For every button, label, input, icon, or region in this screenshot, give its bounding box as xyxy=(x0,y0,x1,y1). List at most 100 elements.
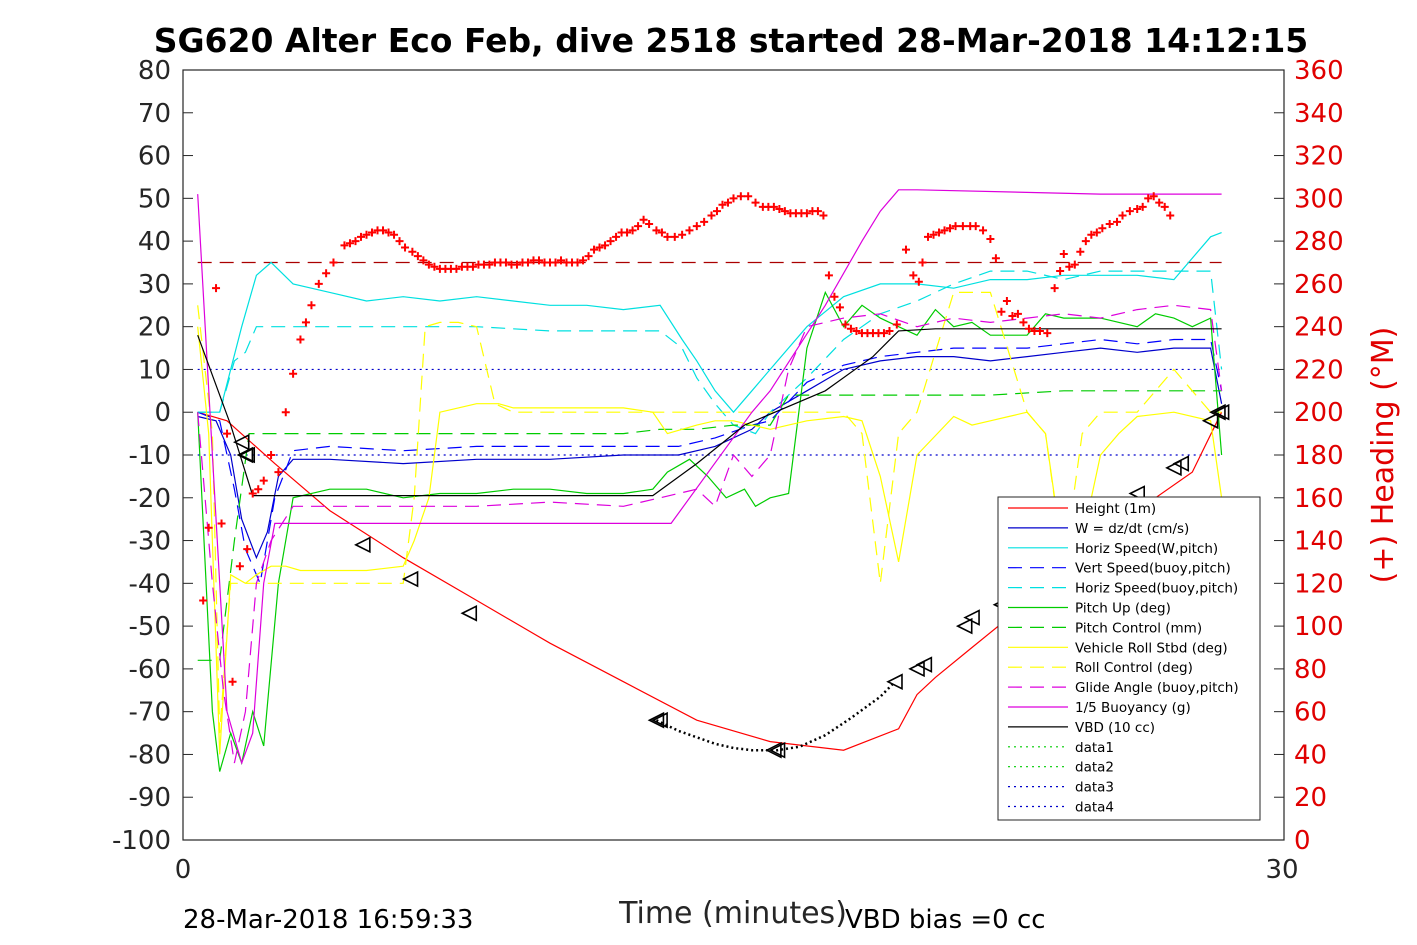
heading-point xyxy=(223,429,232,438)
legend-label-2: Horiz Speed(W,pitch) xyxy=(1075,541,1218,557)
heading-point xyxy=(692,222,701,231)
left-tick-label: -20 xyxy=(129,484,171,514)
legend-label-11: VBD (10 cc) xyxy=(1075,720,1155,736)
heading-point xyxy=(1113,217,1122,226)
heading-point xyxy=(351,237,360,246)
heading-point xyxy=(830,292,839,301)
depth-marker xyxy=(1172,455,1190,472)
series-line-9 xyxy=(197,304,1223,764)
right-tick-label: 140 xyxy=(1294,527,1344,557)
right-tick-label: 300 xyxy=(1294,184,1344,214)
heading-point xyxy=(485,260,494,269)
heading-point xyxy=(979,226,988,235)
series-line-2 xyxy=(197,232,1222,414)
heading-point xyxy=(267,451,276,459)
heading-point xyxy=(841,320,850,329)
right-tick-label: 360 xyxy=(1294,56,1344,86)
right-tick-label: 320 xyxy=(1294,142,1344,172)
heading-point xyxy=(512,260,521,269)
heading-point xyxy=(1013,309,1022,318)
legend-label-9: Glide Angle (buoy,pitch) xyxy=(1075,680,1239,696)
heading-point xyxy=(1092,228,1101,237)
depth-marker xyxy=(963,609,980,626)
heading-point xyxy=(595,243,604,252)
heading-point xyxy=(723,198,732,207)
heading-point xyxy=(879,329,888,338)
heading-point xyxy=(601,241,610,250)
heading-point xyxy=(340,241,349,250)
heading-point xyxy=(419,256,428,265)
series-line-5 xyxy=(197,290,1223,772)
right-tick-label: 240 xyxy=(1294,313,1344,343)
heading-point xyxy=(551,258,560,267)
heading-point xyxy=(452,264,461,273)
heading-point xyxy=(1149,192,1158,201)
left-tick-label: -70 xyxy=(129,698,171,728)
left-tick-label: -10 xyxy=(129,441,171,471)
heading-point xyxy=(1138,202,1147,211)
legend-label-8: Roll Control (deg) xyxy=(1075,660,1193,676)
heading-point xyxy=(1002,297,1011,305)
depth-marker xyxy=(886,673,903,691)
heading-point xyxy=(468,262,477,271)
heading-point xyxy=(729,194,738,203)
series-line-8 xyxy=(197,291,1222,734)
heading-point xyxy=(274,468,283,477)
heading-point xyxy=(534,256,543,265)
depth-marker xyxy=(908,660,925,678)
heading-point xyxy=(329,258,338,267)
legend-box xyxy=(997,496,1261,821)
heading-point xyxy=(1125,207,1134,216)
right-tick-label: 120 xyxy=(1294,569,1344,599)
heading-point xyxy=(914,277,923,286)
heading-point xyxy=(751,198,760,207)
right-y-axis-label: (+) Heading (°M) xyxy=(1366,327,1401,584)
heading-point xyxy=(1065,262,1074,271)
heading-point xyxy=(401,243,410,252)
heading-point xyxy=(935,228,944,237)
legend-label-1: W = dz/dt (cm/s) xyxy=(1075,521,1189,537)
series-line-11 xyxy=(197,328,1222,497)
heading-point xyxy=(685,226,694,235)
heading-point xyxy=(940,226,949,235)
legend-label-5: Pitch Up (deg) xyxy=(1075,601,1171,617)
left-tick-label: 70 xyxy=(138,99,171,129)
heading-point xyxy=(1070,260,1079,269)
depth-marker xyxy=(1165,459,1182,477)
legend-label-3: Vert Speed(buoy,pitch) xyxy=(1075,561,1231,577)
depth-marker xyxy=(1212,403,1230,421)
right-tick-label: 200 xyxy=(1294,398,1344,428)
heading-point xyxy=(918,258,927,267)
heading-point xyxy=(700,217,709,226)
left-tick-label: 80 xyxy=(138,56,171,86)
heading-point xyxy=(634,222,643,231)
footer-timestamp: 28-Mar-2018 16:59:33 xyxy=(183,905,473,935)
heading-point xyxy=(1076,247,1085,256)
left-tick-label: 30 xyxy=(138,270,171,300)
heading-point xyxy=(718,200,727,209)
plot-area xyxy=(197,190,1230,772)
heading-point xyxy=(712,207,721,216)
heading-point xyxy=(424,260,433,269)
left-tick-label: 50 xyxy=(138,184,171,214)
heading-point xyxy=(819,211,828,220)
heading-point xyxy=(1081,237,1090,246)
depth-marker xyxy=(1209,403,1226,421)
heading-point xyxy=(557,256,566,265)
heading-point xyxy=(775,205,784,214)
heading-point xyxy=(1155,198,1164,207)
depth-marker xyxy=(236,446,254,464)
heading-point xyxy=(852,326,861,335)
heading-point xyxy=(212,284,221,293)
x-tick-label-0: 0 xyxy=(175,855,192,885)
heading-point xyxy=(623,228,632,237)
left-tick-label: -100 xyxy=(112,826,171,856)
heading-point xyxy=(951,222,960,231)
heading-point xyxy=(639,215,648,224)
heading-point xyxy=(289,369,298,378)
heading-point xyxy=(384,228,393,237)
heading-point xyxy=(1056,267,1065,276)
heading-point xyxy=(885,326,894,335)
heading-point xyxy=(924,232,933,241)
